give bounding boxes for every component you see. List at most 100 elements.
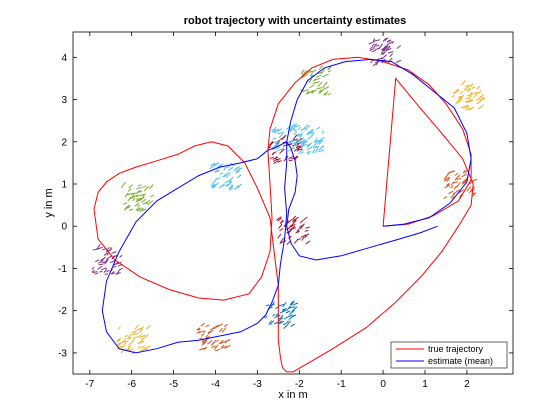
uncertainty-mark <box>218 339 224 345</box>
uncertainty-mark <box>233 167 238 172</box>
uncertainty-cluster <box>196 322 231 352</box>
uncertainty-mark <box>305 240 311 245</box>
uncertainty-mark <box>304 139 309 144</box>
uncertainty-mark <box>290 225 296 231</box>
uncertainty-mark <box>307 129 313 135</box>
uncertainty-mark <box>220 341 225 345</box>
uncertainty-mark <box>458 189 465 194</box>
uncertainty-mark <box>302 124 308 130</box>
uncertainty-mark <box>315 80 320 84</box>
uncertainty-mark <box>300 151 305 155</box>
uncertainty-mark <box>299 134 303 139</box>
uncertainty-mark <box>98 263 104 266</box>
uncertainty-mark <box>305 226 311 229</box>
uncertainty-mark <box>234 184 239 191</box>
uncertainty-mark <box>94 272 99 275</box>
uncertainty-mark <box>385 45 391 52</box>
uncertainty-mark <box>131 331 136 334</box>
uncertainty-mark <box>380 47 386 54</box>
uncertainty-mark <box>199 337 203 340</box>
uncertainty-mark <box>275 146 281 150</box>
uncertainty-mark <box>236 167 241 172</box>
uncertainty-mark <box>292 219 297 223</box>
uncertainty-mark <box>478 104 485 110</box>
uncertainty-mark <box>288 218 293 224</box>
uncertainty-mark <box>306 90 314 95</box>
uncertainty-mark <box>109 260 115 264</box>
uncertainty-mark <box>320 137 325 140</box>
uncertainty-mark <box>226 172 232 179</box>
axis-ticks: -7 -6 -5 -4 -3 -2 -1 0 1 2 -3 -2 -1 0 1 2 3 4 <box>58 32 513 390</box>
uncertainty-mark <box>111 255 116 260</box>
uncertainty-mark <box>132 335 140 340</box>
uncertainty-mark <box>322 73 329 78</box>
uncertainty-mark <box>128 208 134 211</box>
uncertainty-mark <box>305 90 310 95</box>
uncertainty-cluster <box>271 123 308 152</box>
uncertainty-mark <box>218 184 224 189</box>
uncertainty-mark <box>462 181 466 184</box>
uncertainty-mark <box>315 145 320 149</box>
uncertainty-mark <box>270 301 275 307</box>
uncertainty-mark <box>139 334 146 339</box>
uncertainty-mark <box>460 105 466 109</box>
uncertainty-mark <box>306 142 313 148</box>
uncertainty-mark <box>137 184 142 187</box>
uncertainty-mark <box>289 314 293 318</box>
uncertainty-mark <box>132 332 139 336</box>
uncertainty-mark <box>300 128 305 132</box>
uncertainty-mark <box>130 193 135 200</box>
uncertainty-mark <box>478 95 482 100</box>
uncertainty-mark <box>296 143 300 148</box>
uncertainty-mark <box>203 340 207 344</box>
uncertainty-mark <box>98 259 104 264</box>
uncertainty-mark <box>286 305 291 311</box>
uncertainty-mark <box>443 179 448 182</box>
uncertainty-mark <box>270 156 274 160</box>
uncertainty-mark <box>301 141 306 146</box>
uncertainty-mark <box>282 308 287 311</box>
uncertainty-mark <box>299 132 304 136</box>
uncertainty-mark <box>388 41 393 45</box>
uncertainty-mark <box>447 170 454 174</box>
legend-label-estimate: estimate (mean) <box>428 356 493 366</box>
uncertainty-mark <box>273 128 277 133</box>
uncertainty-mark <box>323 90 329 95</box>
uncertainty-mark <box>304 230 309 232</box>
estimate-mean-line <box>101 58 472 354</box>
uncertainty-mark <box>457 177 462 181</box>
x-tick-label: -6 <box>127 379 136 390</box>
uncertainty-mark <box>283 322 287 326</box>
uncertainty-mark <box>95 259 100 263</box>
uncertainty-mark <box>293 131 298 135</box>
uncertainty-mark <box>451 196 455 200</box>
uncertainty-mark <box>297 148 304 155</box>
uncertainty-mark <box>323 86 330 90</box>
uncertainty-mark <box>91 266 95 270</box>
uncertainty-mark <box>135 207 141 211</box>
uncertainty-mark <box>470 83 474 88</box>
uncertainty-mark <box>272 313 276 317</box>
uncertainty-mark <box>275 216 282 221</box>
uncertainty-mark <box>123 206 129 211</box>
uncertainty-mark <box>277 129 281 132</box>
uncertainty-mark <box>103 268 108 274</box>
x-tick-label: 1 <box>422 379 428 390</box>
uncertainty-mark <box>111 272 116 275</box>
uncertainty-mark <box>302 89 309 93</box>
x-tick-label: -4 <box>211 379 220 390</box>
uncertainty-mark <box>475 91 479 96</box>
uncertainty-mark <box>305 124 310 131</box>
uncertainty-mark <box>296 228 300 232</box>
uncertainty-mark <box>280 220 284 224</box>
uncertainty-mark <box>280 237 285 243</box>
uncertainty-mark <box>140 345 145 350</box>
y-tick-label: -2 <box>58 306 67 317</box>
uncertainty-mark <box>396 45 402 49</box>
uncertainty-mark <box>465 104 469 108</box>
y-tick-label: 2 <box>61 137 67 148</box>
uncertainty-mark <box>277 131 285 135</box>
uncertainty-mark <box>273 140 279 143</box>
uncertainty-mark <box>318 145 324 151</box>
uncertainty-mark <box>224 344 231 349</box>
